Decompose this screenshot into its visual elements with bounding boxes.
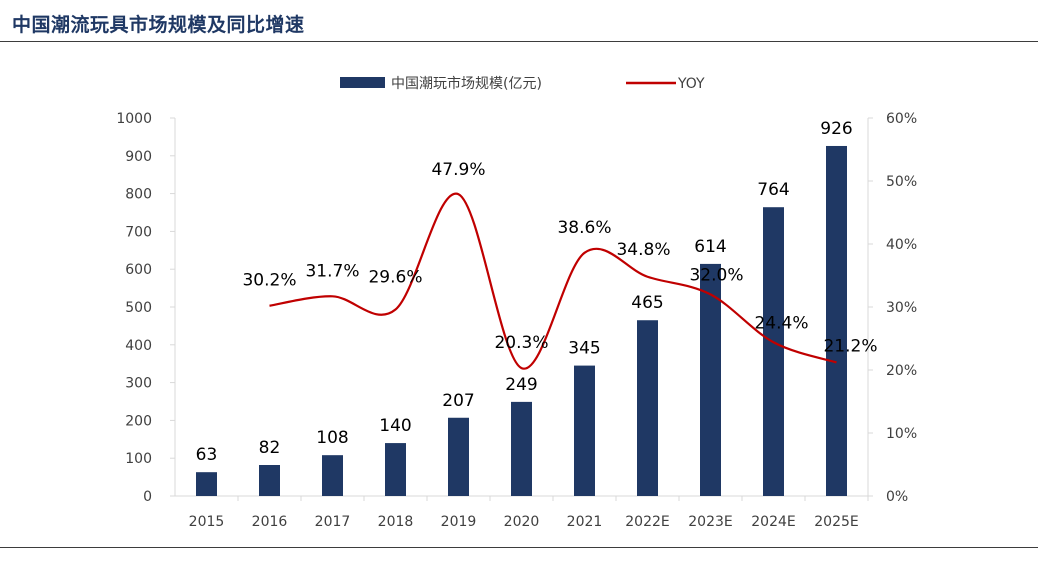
y-left-tick-label: 700 [125,224,152,240]
yoy-value-label: 47.9% [431,160,485,180]
bar-value-label: 249 [505,375,537,395]
bar [259,465,280,496]
y-left-tick-label: 900 [125,149,152,165]
legend: 中国潮玩市场规模(亿元) YOY [340,75,705,92]
bar-value-label: 764 [757,180,789,200]
bar-value-label: 108 [316,428,348,448]
legend-bar-label: 中国潮玩市场规模(亿元) [391,75,542,92]
y-left-tick-label: 800 [125,187,152,203]
x-tick-label: 2019 [441,514,477,530]
y-right-tick-label: 20% [886,363,917,379]
y-left-tick-label: 0 [143,489,152,505]
legend-bar-swatch [340,77,385,88]
yoy-value-label: 24.4% [754,313,808,333]
bar-value-label: 345 [568,339,600,359]
bar-value-label: 140 [379,416,411,436]
title-divider [0,41,1038,42]
bottom-divider [0,547,1038,548]
yoy-value-label: 21.2% [823,336,877,356]
yoy-value-label: 38.6% [557,218,611,238]
labels-layer: 63 82 108 140 207 249 345 465 614 764 926 30.2% 31.7… [196,119,878,465]
x-tick-label: 2015 [189,514,225,530]
line-layer [269,192,837,370]
bar [385,443,406,496]
y-right-tick-label: 40% [886,237,917,253]
bar [511,401,532,496]
y-left-tick-label: 100 [125,451,152,467]
y-right-tick-label: 10% [886,426,917,442]
x-tick-label: 2024E [751,514,795,530]
x-tick-label: 2021 [567,514,603,530]
bar [574,365,595,496]
y-left-tick-label: 400 [125,338,152,354]
x-tick-label: 2016 [252,514,288,530]
bar [322,455,343,496]
bar-value-label: 614 [694,237,726,257]
yoy-value-label: 34.8% [616,240,670,260]
bar [826,145,847,497]
y-left-tick-label: 1000 [116,111,152,127]
bar [700,263,721,496]
yoy-line [269,192,837,370]
bar-value-label: 82 [259,438,281,458]
ticks-layer: 0 100 200 300 400 500 600 700 800 900 1000 0% 10% 20%… [116,111,917,530]
yoy-value-label: 30.2% [242,271,296,291]
y-right-tick-label: 0% [886,489,908,505]
y-right-tick-label: 60% [886,111,917,127]
bar [448,417,469,496]
y-right-tick-label: 30% [886,300,917,316]
y-left-tick-label: 300 [125,376,152,392]
y-left-tick-label: 500 [125,300,152,316]
bar-value-label: 207 [442,391,474,411]
y-left-tick-label: 200 [125,413,152,429]
yoy-value-label: 32.0% [689,265,743,285]
bar [196,472,217,496]
x-tick-label: 2017 [315,514,351,530]
y-left-tick-label: 600 [125,262,152,278]
legend-line-label: YOY [677,76,705,92]
x-tick-label: 2023E [688,514,732,530]
yoy-value-label: 31.7% [305,261,359,281]
yoy-value-label: 20.3% [494,333,548,353]
bar [763,207,784,496]
yoy-value-label: 29.6% [368,268,422,288]
x-tick-label: 2018 [378,514,414,530]
bar-value-label: 926 [820,119,852,139]
y-right-tick-label: 50% [886,174,917,190]
bar-value-label: 63 [196,445,218,465]
x-tick-label: 2025E [814,514,858,530]
bars-layer [196,145,847,497]
chart-title: 中国潮流玩具市场规模及同比增速 [12,14,305,36]
x-tick-label: 2022E [625,514,669,530]
bar-value-label: 465 [631,293,663,313]
x-tick-label: 2020 [504,514,540,530]
bar [637,320,658,496]
